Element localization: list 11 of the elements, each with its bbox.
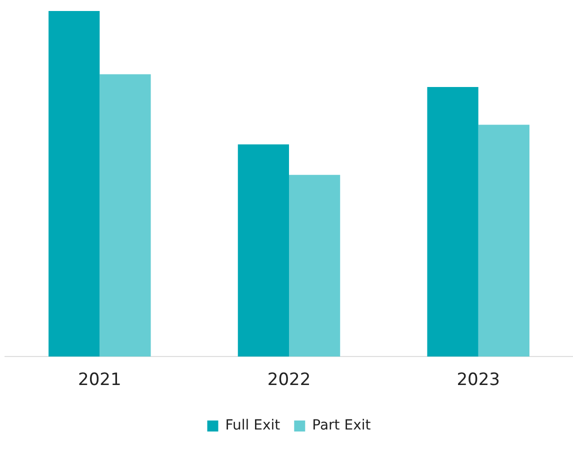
bar	[100, 74, 151, 357]
x-tick-label: 2022	[267, 370, 311, 390]
bar	[478, 124, 530, 357]
x-tick-label: 2023	[456, 370, 500, 390]
bar	[48, 11, 100, 357]
x-tick-label: 2021	[78, 370, 122, 390]
legend-label: Full Exit	[225, 418, 281, 434]
bar	[289, 174, 340, 357]
bar	[238, 144, 289, 357]
legend-label: Part Exit	[312, 418, 372, 434]
bar	[427, 87, 478, 357]
